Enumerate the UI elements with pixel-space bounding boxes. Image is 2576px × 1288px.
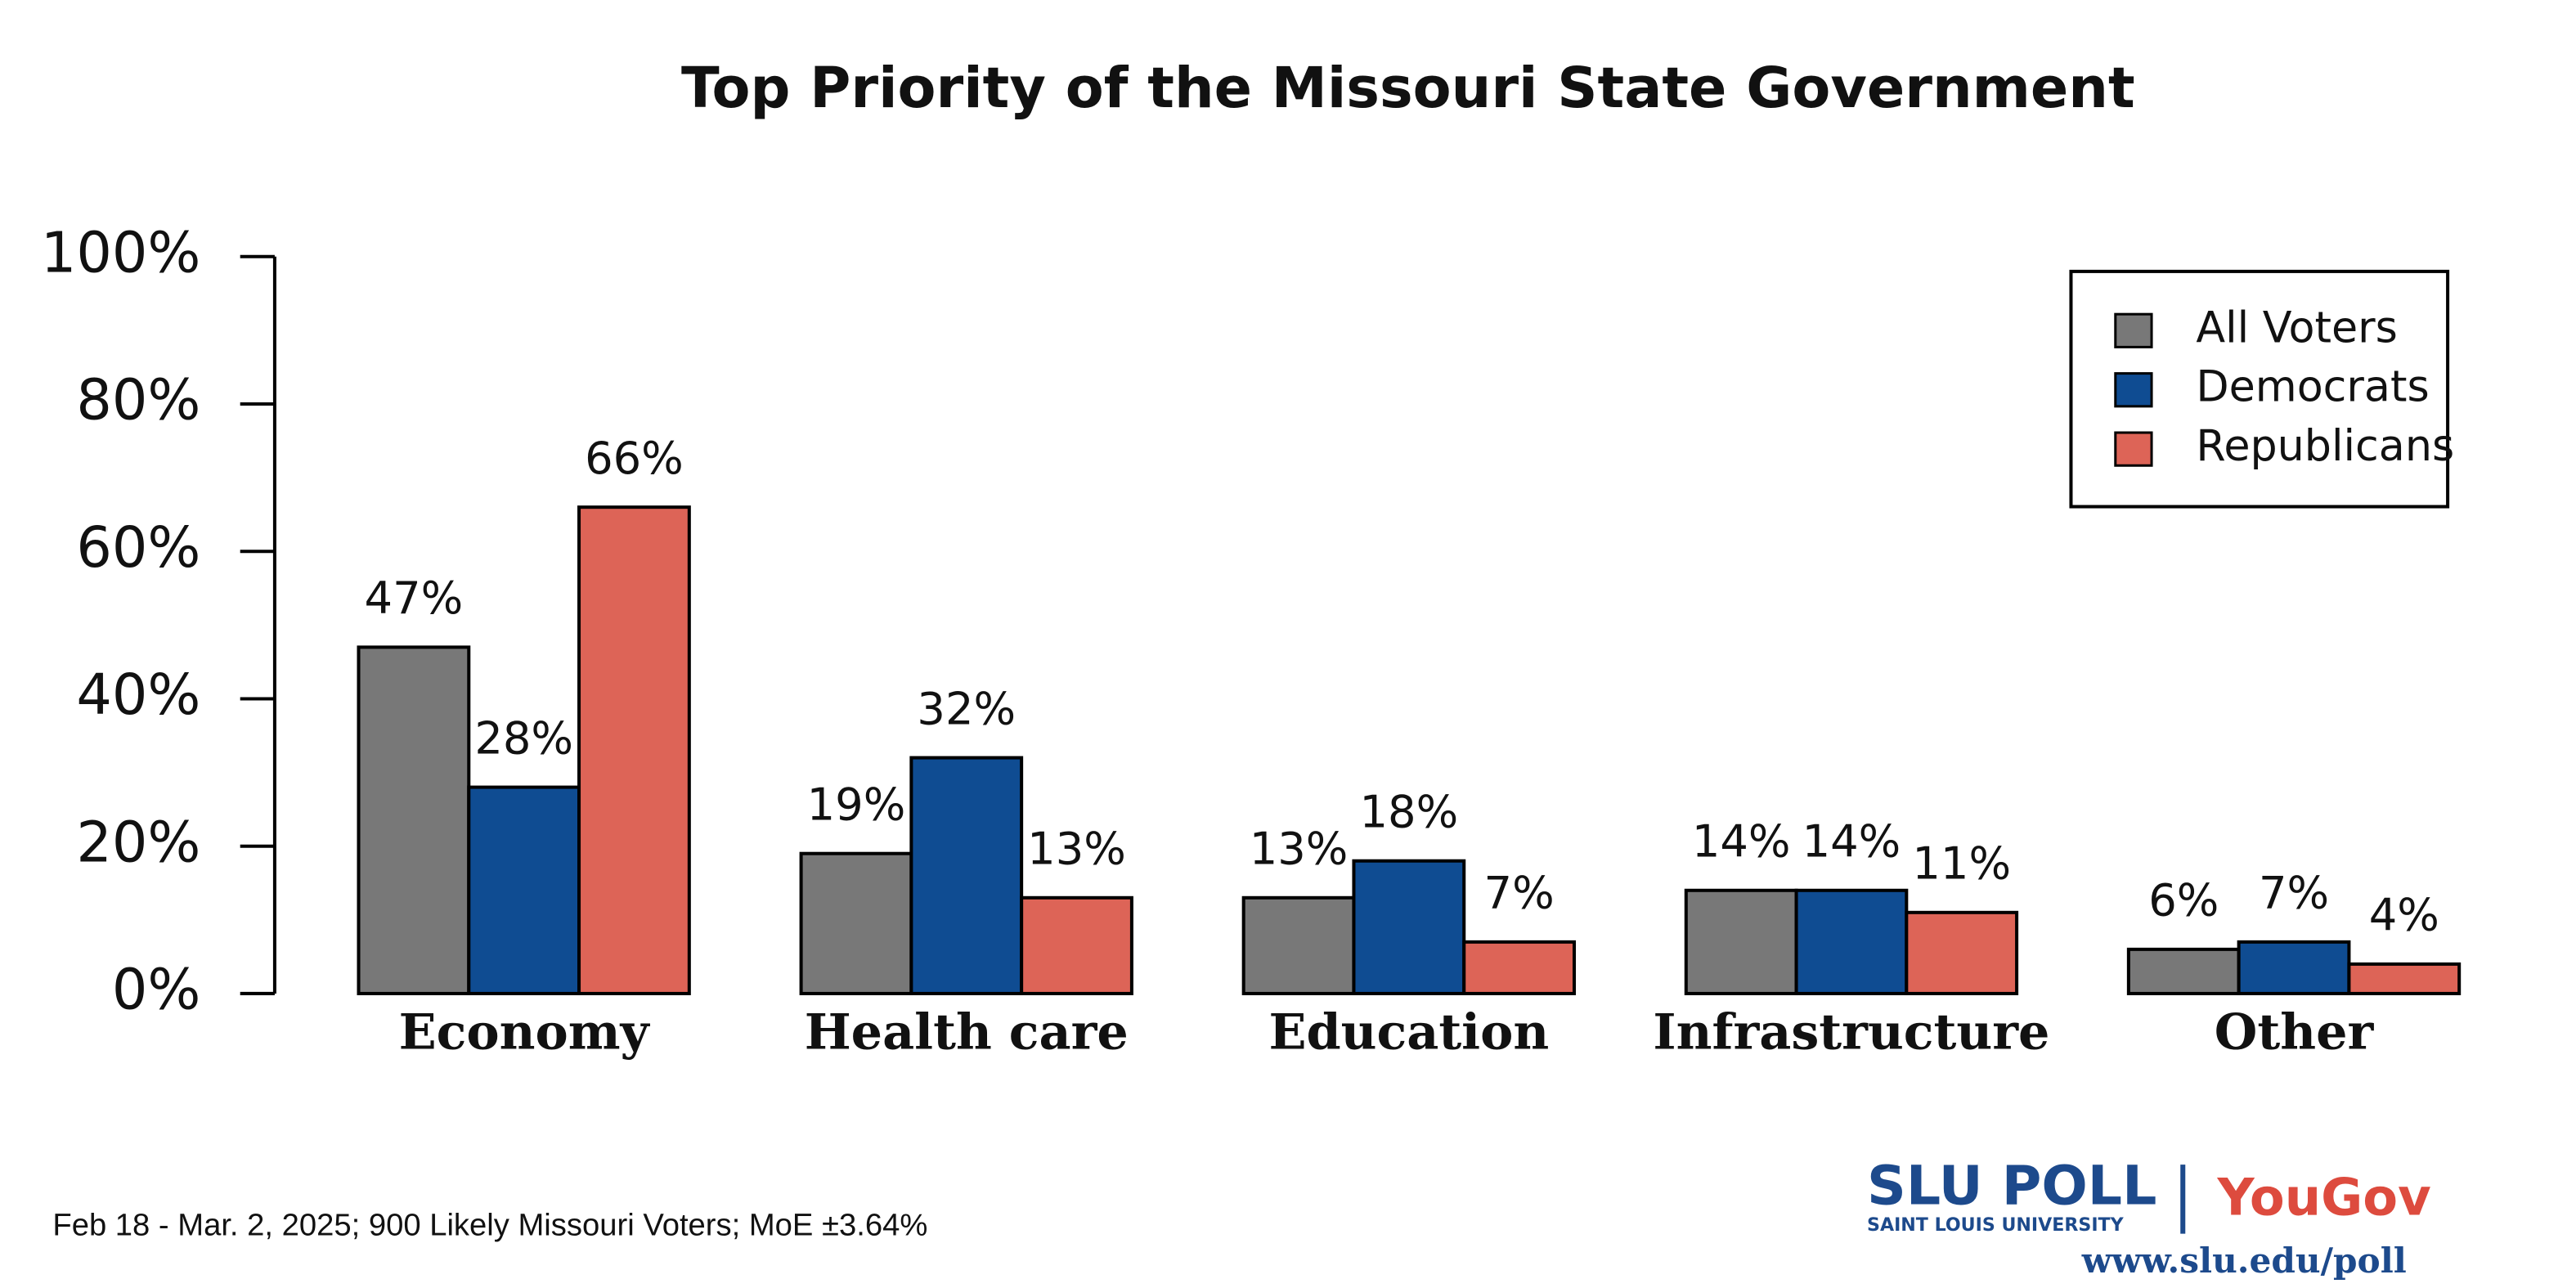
bar [2237, 940, 2351, 995]
bar [909, 756, 1024, 995]
y-tick-label: 60% [76, 516, 200, 581]
value-label: 14% [1692, 816, 1791, 868]
x-tick-label: Economy [399, 1003, 651, 1061]
value-label: 66% [585, 433, 684, 484]
value-label: 7% [2259, 868, 2329, 919]
chart-title: Top Priority of the Missouri State Gover… [681, 56, 2135, 121]
legend-label: All Voters [2196, 303, 2398, 352]
value-label: 13% [1027, 824, 1126, 875]
legend-swatch [2114, 312, 2153, 348]
x-tick-label: Health care [805, 1003, 1129, 1061]
value-label: 18% [1360, 787, 1459, 838]
y-tick-label: 20% [76, 810, 200, 875]
value-label: 14% [1802, 816, 1901, 868]
bar [2347, 962, 2462, 995]
y-tick-label: 40% [76, 663, 200, 728]
legend-swatch [2114, 431, 2153, 467]
y-tick-label: 0% [112, 958, 200, 1022]
legend-swatch [2114, 372, 2153, 408]
bar [357, 645, 471, 995]
value-label: 11% [1912, 838, 2011, 890]
legend-label: Republicans [2196, 421, 2454, 471]
yougov-logo: YouGov [2216, 1167, 2430, 1227]
bar [799, 851, 913, 995]
bar [1352, 859, 1466, 995]
value-label: 13% [1250, 824, 1349, 875]
bar [1462, 940, 1577, 995]
bar [467, 785, 581, 995]
y-tick-label: 100% [41, 221, 200, 285]
source-note: Feb 18 - Mar. 2, 2025; 900 Likely Missou… [52, 1208, 927, 1243]
value-label: 47% [365, 572, 464, 624]
value-label: 32% [917, 683, 1016, 734]
value-label: 6% [2148, 875, 2219, 927]
bar [1684, 888, 1798, 995]
value-label: 7% [1484, 868, 1555, 919]
y-tick-label: 80% [76, 369, 200, 433]
value-label: 4% [2369, 890, 2439, 941]
legend-label: Democrats [2196, 362, 2429, 412]
bar [1020, 895, 1133, 995]
x-tick-label: Education [1268, 1003, 1549, 1061]
slu-logo-sub: SAINT LOUIS UNIVERSITY [1867, 1214, 2125, 1236]
bar [1905, 910, 2019, 995]
url: www.slu.edu/poll [2081, 1240, 2407, 1281]
value-label: 28% [474, 712, 573, 764]
value-label: 19% [807, 779, 906, 831]
bar [1794, 888, 1909, 995]
x-tick-label: Other [2215, 1003, 2375, 1061]
x-tick-label: Infrastructure [1653, 1003, 2049, 1061]
bar [1241, 895, 1356, 995]
bar [577, 505, 691, 995]
bar [2126, 947, 2241, 995]
slu-logo: SLU POLL [1867, 1153, 2156, 1217]
